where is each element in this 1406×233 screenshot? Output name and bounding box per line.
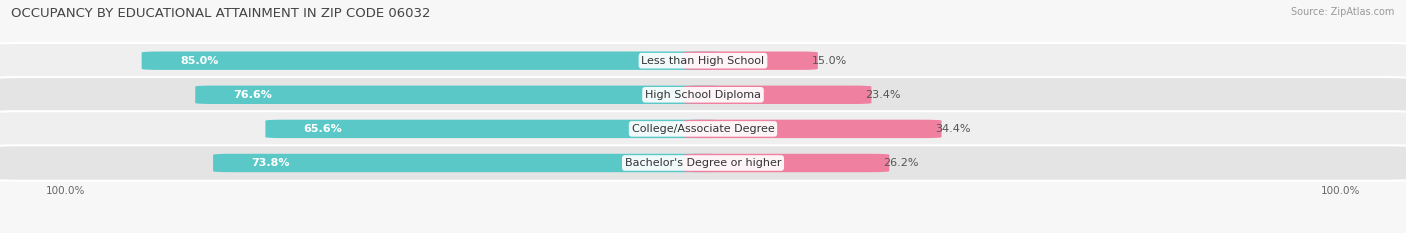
FancyBboxPatch shape — [0, 111, 1406, 147]
FancyBboxPatch shape — [266, 120, 723, 138]
Text: 26.2%: 26.2% — [883, 158, 918, 168]
Text: 73.8%: 73.8% — [252, 158, 290, 168]
Text: 34.4%: 34.4% — [935, 124, 970, 134]
FancyBboxPatch shape — [195, 86, 723, 104]
Text: 76.6%: 76.6% — [233, 90, 273, 100]
FancyBboxPatch shape — [683, 154, 889, 172]
FancyBboxPatch shape — [0, 77, 1406, 113]
FancyBboxPatch shape — [683, 86, 872, 104]
Text: 15.0%: 15.0% — [811, 56, 846, 66]
Legend: Owner-occupied, Renter-occupied: Owner-occupied, Renter-occupied — [583, 230, 823, 233]
Text: OCCUPANCY BY EDUCATIONAL ATTAINMENT IN ZIP CODE 06032: OCCUPANCY BY EDUCATIONAL ATTAINMENT IN Z… — [11, 7, 430, 20]
FancyBboxPatch shape — [142, 51, 723, 70]
FancyBboxPatch shape — [683, 51, 818, 70]
Text: Source: ZipAtlas.com: Source: ZipAtlas.com — [1291, 7, 1395, 17]
Text: 85.0%: 85.0% — [180, 56, 218, 66]
Text: 65.6%: 65.6% — [304, 124, 343, 134]
Text: Bachelor's Degree or higher: Bachelor's Degree or higher — [624, 158, 782, 168]
Text: Less than High School: Less than High School — [641, 56, 765, 66]
FancyBboxPatch shape — [0, 145, 1406, 181]
Text: 23.4%: 23.4% — [865, 90, 900, 100]
FancyBboxPatch shape — [0, 43, 1406, 79]
Text: College/Associate Degree: College/Associate Degree — [631, 124, 775, 134]
FancyBboxPatch shape — [683, 120, 942, 138]
Text: High School Diploma: High School Diploma — [645, 90, 761, 100]
FancyBboxPatch shape — [214, 154, 723, 172]
